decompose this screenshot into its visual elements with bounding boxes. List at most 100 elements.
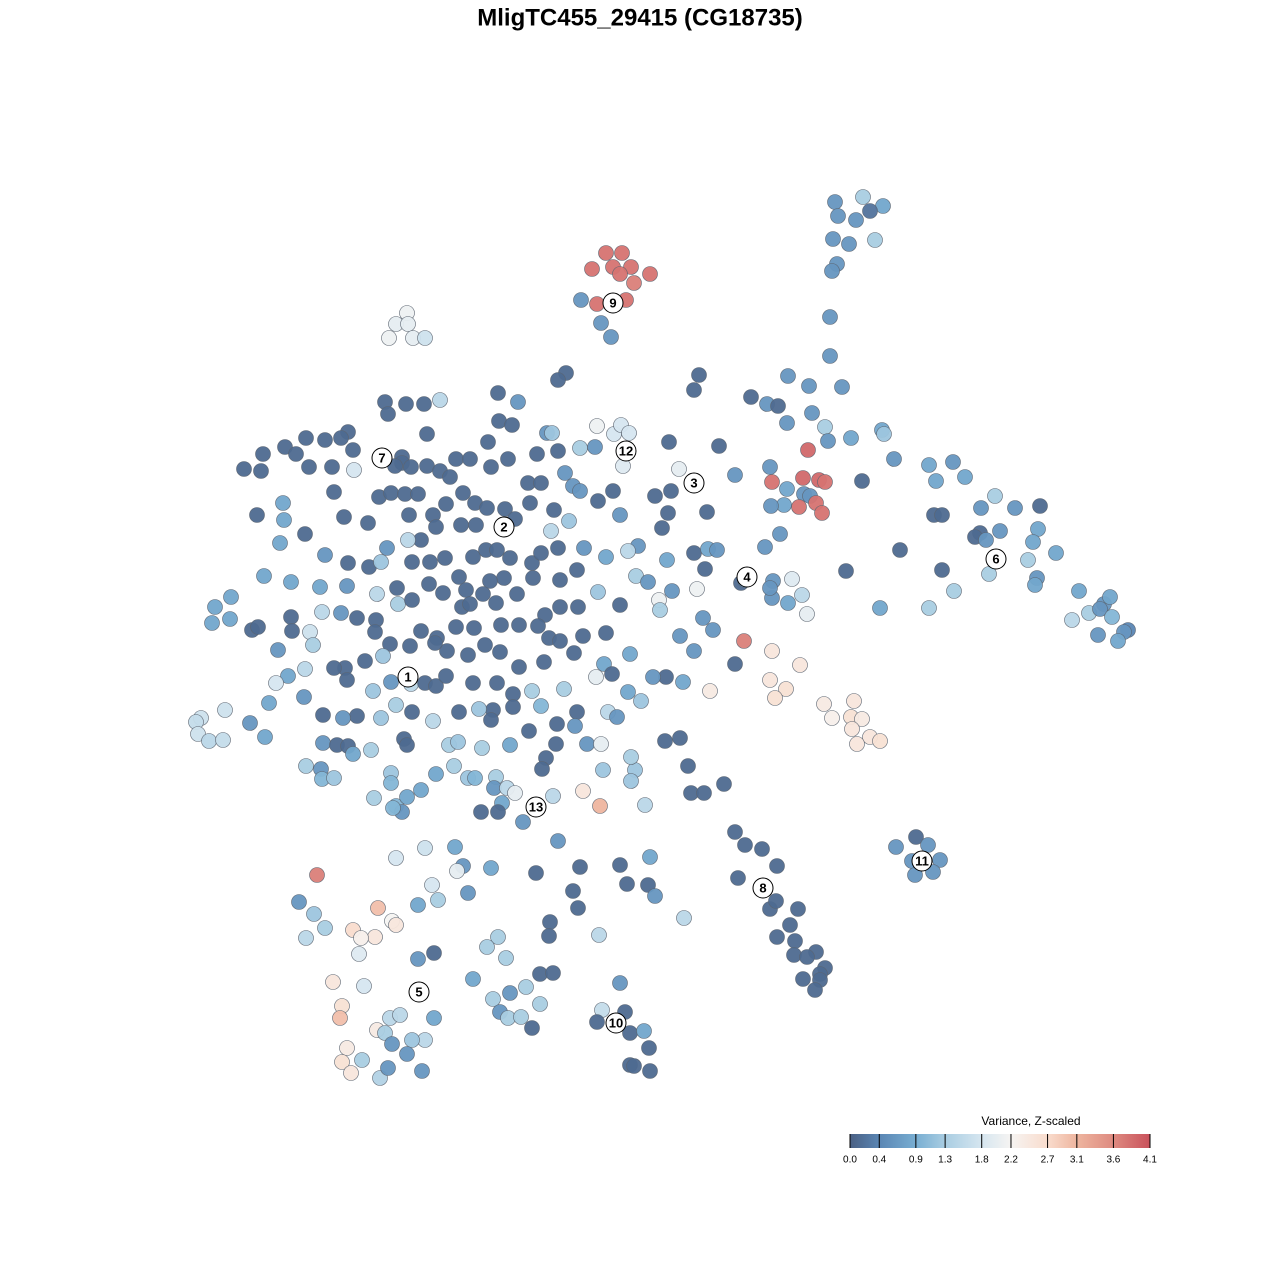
point bbox=[659, 552, 675, 568]
point bbox=[532, 966, 548, 982]
point bbox=[589, 296, 605, 312]
point bbox=[824, 710, 840, 726]
point bbox=[339, 672, 355, 688]
point bbox=[489, 675, 505, 691]
point bbox=[382, 636, 398, 652]
point bbox=[1025, 534, 1041, 550]
point bbox=[536, 654, 552, 670]
point bbox=[827, 194, 843, 210]
point bbox=[876, 426, 892, 442]
point bbox=[222, 611, 238, 627]
point bbox=[324, 459, 340, 475]
point bbox=[862, 203, 878, 219]
point bbox=[762, 672, 778, 688]
point bbox=[475, 586, 491, 602]
point bbox=[190, 726, 206, 742]
point bbox=[764, 643, 780, 659]
point bbox=[680, 758, 696, 774]
point bbox=[291, 894, 307, 910]
point bbox=[217, 702, 233, 718]
point bbox=[1071, 583, 1087, 599]
point bbox=[779, 481, 795, 497]
point bbox=[349, 610, 365, 626]
point bbox=[471, 701, 487, 717]
point bbox=[336, 509, 352, 525]
point bbox=[709, 542, 725, 558]
point bbox=[623, 259, 639, 275]
point bbox=[449, 863, 465, 879]
point bbox=[435, 585, 451, 601]
point bbox=[462, 451, 478, 467]
point bbox=[572, 483, 588, 499]
point bbox=[388, 917, 404, 933]
point bbox=[686, 382, 702, 398]
point bbox=[332, 1010, 348, 1026]
point bbox=[502, 737, 518, 753]
point bbox=[530, 618, 546, 634]
point bbox=[379, 540, 395, 556]
cluster-label: 13 bbox=[529, 799, 543, 814]
cluster-label: 5 bbox=[415, 984, 422, 999]
point bbox=[479, 500, 495, 516]
point bbox=[485, 991, 501, 1007]
point bbox=[430, 892, 446, 908]
point bbox=[451, 569, 467, 585]
point bbox=[795, 971, 811, 987]
cluster-marker bbox=[371, 447, 393, 469]
point bbox=[505, 699, 521, 715]
point bbox=[483, 712, 499, 728]
point bbox=[584, 261, 600, 277]
colorbar-tick-label: 4.1 bbox=[1143, 1155, 1157, 1166]
point bbox=[825, 231, 841, 247]
point bbox=[346, 462, 362, 478]
point bbox=[598, 245, 614, 261]
point bbox=[306, 906, 322, 922]
point bbox=[661, 434, 677, 450]
point bbox=[401, 507, 417, 523]
point bbox=[521, 723, 537, 739]
point bbox=[399, 737, 415, 753]
point bbox=[647, 888, 663, 904]
point bbox=[784, 571, 800, 587]
point bbox=[1007, 500, 1023, 516]
point bbox=[846, 693, 862, 709]
point bbox=[791, 499, 807, 515]
point bbox=[390, 596, 406, 612]
point bbox=[474, 740, 490, 756]
point bbox=[335, 710, 351, 726]
colorbar-tick-label: 1.3 bbox=[938, 1155, 952, 1166]
point bbox=[490, 385, 506, 401]
point bbox=[556, 681, 572, 697]
colorbar-bar bbox=[850, 1134, 1150, 1148]
point bbox=[357, 653, 373, 669]
point bbox=[513, 1009, 529, 1025]
point bbox=[275, 495, 291, 511]
point bbox=[366, 790, 382, 806]
point bbox=[381, 330, 397, 346]
point bbox=[298, 430, 314, 446]
point bbox=[493, 617, 509, 633]
cluster-marker bbox=[752, 877, 774, 899]
point bbox=[576, 540, 592, 556]
point bbox=[633, 693, 649, 709]
point bbox=[492, 644, 508, 660]
point bbox=[590, 493, 606, 509]
point bbox=[552, 633, 568, 649]
cluster-marker bbox=[397, 666, 419, 688]
point bbox=[672, 628, 688, 644]
point bbox=[691, 367, 707, 383]
point bbox=[675, 674, 691, 690]
point bbox=[757, 539, 773, 555]
point bbox=[780, 595, 796, 611]
point bbox=[410, 951, 426, 967]
point bbox=[642, 266, 658, 282]
point bbox=[446, 758, 462, 774]
point bbox=[645, 669, 661, 685]
point bbox=[549, 716, 565, 732]
point bbox=[782, 917, 798, 933]
point bbox=[598, 625, 614, 641]
point bbox=[448, 451, 464, 467]
point bbox=[541, 928, 557, 944]
point bbox=[511, 659, 527, 675]
point bbox=[525, 570, 541, 586]
